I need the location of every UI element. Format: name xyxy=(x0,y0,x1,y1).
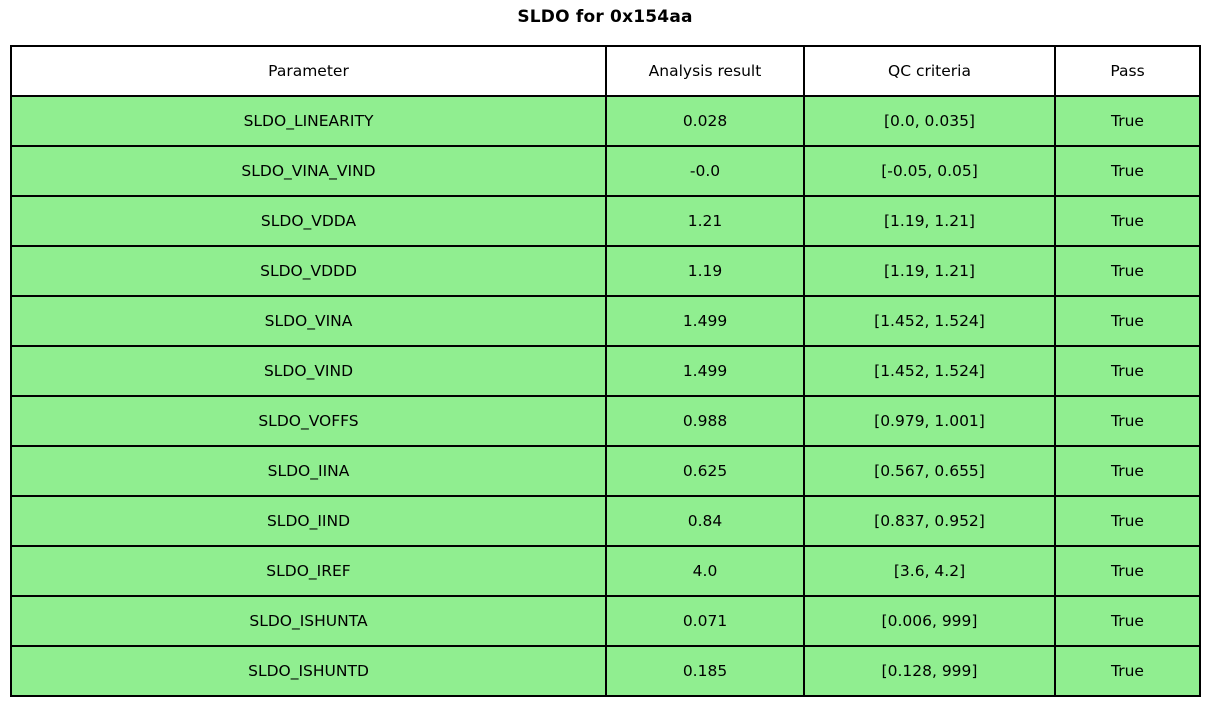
table-row: SLDO_ISHUNTD 0.185 [0.128, 999] True xyxy=(10,645,1201,697)
table-row: SLDO_ISHUNTA 0.071 [0.006, 999] True xyxy=(10,595,1201,647)
parameter-cell: SLDO_VINA xyxy=(10,295,607,347)
qc-criteria-cell: [1.19, 1.21] xyxy=(803,245,1056,297)
analysis-result-cell: 0.185 xyxy=(605,645,805,697)
table-row: SLDO_VDDA 1.21 [1.19, 1.21] True xyxy=(10,195,1201,247)
table-row: SLDO_VOFFS 0.988 [0.979, 1.001] True xyxy=(10,395,1201,447)
qc-criteria-cell: [0.567, 0.655] xyxy=(803,445,1056,497)
analysis-result-cell: 0.988 xyxy=(605,395,805,447)
qc-criteria-cell: [0.0, 0.035] xyxy=(803,95,1056,147)
qc-criteria-cell: [0.979, 1.001] xyxy=(803,395,1056,447)
pass-cell: True xyxy=(1054,345,1201,397)
pass-cell: True xyxy=(1054,445,1201,497)
column-header: Pass xyxy=(1054,45,1201,97)
qc-criteria-cell: [1.452, 1.524] xyxy=(803,295,1056,347)
pass-cell: True xyxy=(1054,545,1201,597)
analysis-result-cell: 4.0 xyxy=(605,545,805,597)
qc-criteria-cell: [1.19, 1.21] xyxy=(803,195,1056,247)
analysis-result-cell: 0.625 xyxy=(605,445,805,497)
analysis-result-cell: 0.071 xyxy=(605,595,805,647)
table-row: SLDO_IREF 4.0 [3.6, 4.2] True xyxy=(10,545,1201,597)
parameter-cell: SLDO_ISHUNTD xyxy=(10,645,607,697)
parameter-cell: SLDO_IINA xyxy=(10,445,607,497)
analysis-result-cell: 1.499 xyxy=(605,295,805,347)
pass-cell: True xyxy=(1054,195,1201,247)
table-row: SLDO_LINEARITY 0.028 [0.0, 0.035] True xyxy=(10,95,1201,147)
qc-criteria-cell: [3.6, 4.2] xyxy=(803,545,1056,597)
analysis-result-cell: 1.499 xyxy=(605,345,805,397)
table-row: SLDO_VINA_VIND -0.0 [-0.05, 0.05] True xyxy=(10,145,1201,197)
parameter-cell: SLDO_VIND xyxy=(10,345,607,397)
parameter-cell: SLDO_VINA_VIND xyxy=(10,145,607,197)
table-row: SLDO_IINA 0.625 [0.567, 0.655] True xyxy=(10,445,1201,497)
parameter-cell: SLDO_IIND xyxy=(10,495,607,547)
parameter-cell: SLDO_VOFFS xyxy=(10,395,607,447)
analysis-result-cell: -0.0 xyxy=(605,145,805,197)
parameter-cell: SLDO_IREF xyxy=(10,545,607,597)
table-row: SLDO_VIND 1.499 [1.452, 1.524] True xyxy=(10,345,1201,397)
parameter-cell: SLDO_ISHUNTA xyxy=(10,595,607,647)
header-row: Parameter Analysis result QC criteria Pass xyxy=(10,45,1201,97)
pass-cell: True xyxy=(1054,595,1201,647)
column-header: Analysis result xyxy=(605,45,805,97)
analysis-result-cell: 0.028 xyxy=(605,95,805,147)
pass-cell: True xyxy=(1054,295,1201,347)
analysis-result-cell: 1.19 xyxy=(605,245,805,297)
qc-results-table: Parameter Analysis result QC criteria Pass … xyxy=(10,45,1201,697)
table-row: SLDO_IIND 0.84 [0.837, 0.952] True xyxy=(10,495,1201,547)
qc-criteria-cell: [-0.05, 0.05] xyxy=(803,145,1056,197)
parameter-cell: SLDO_LINEARITY xyxy=(10,95,607,147)
table-body: SLDO_LINEARITY 0.028 [0.0, 0.035] True SLDO_… xyxy=(10,95,1201,697)
table-row: SLDO_VDDD 1.19 [1.19, 1.21] True xyxy=(10,245,1201,297)
qc-criteria-cell: [1.452, 1.524] xyxy=(803,345,1056,397)
table-row: SLDO_VINA 1.499 [1.452, 1.524] True xyxy=(10,295,1201,347)
pass-cell: True xyxy=(1054,95,1201,147)
pass-cell: True xyxy=(1054,145,1201,197)
analysis-result-cell: 1.21 xyxy=(605,195,805,247)
qc-criteria-cell: [0.128, 999] xyxy=(803,645,1056,697)
pass-cell: True xyxy=(1054,645,1201,697)
parameter-cell: SLDO_VDDA xyxy=(10,195,607,247)
qc-criteria-cell: [0.837, 0.952] xyxy=(803,495,1056,547)
column-header: Parameter xyxy=(10,45,607,97)
page-title: SLDO for 0x154aa xyxy=(517,7,693,27)
pass-cell: True xyxy=(1054,395,1201,447)
qc-criteria-cell: [0.006, 999] xyxy=(803,595,1056,647)
analysis-result-cell: 0.84 xyxy=(605,495,805,547)
pass-cell: True xyxy=(1054,495,1201,547)
pass-cell: True xyxy=(1054,245,1201,297)
parameter-cell: SLDO_VDDD xyxy=(10,245,607,297)
column-header: QC criteria xyxy=(803,45,1056,97)
